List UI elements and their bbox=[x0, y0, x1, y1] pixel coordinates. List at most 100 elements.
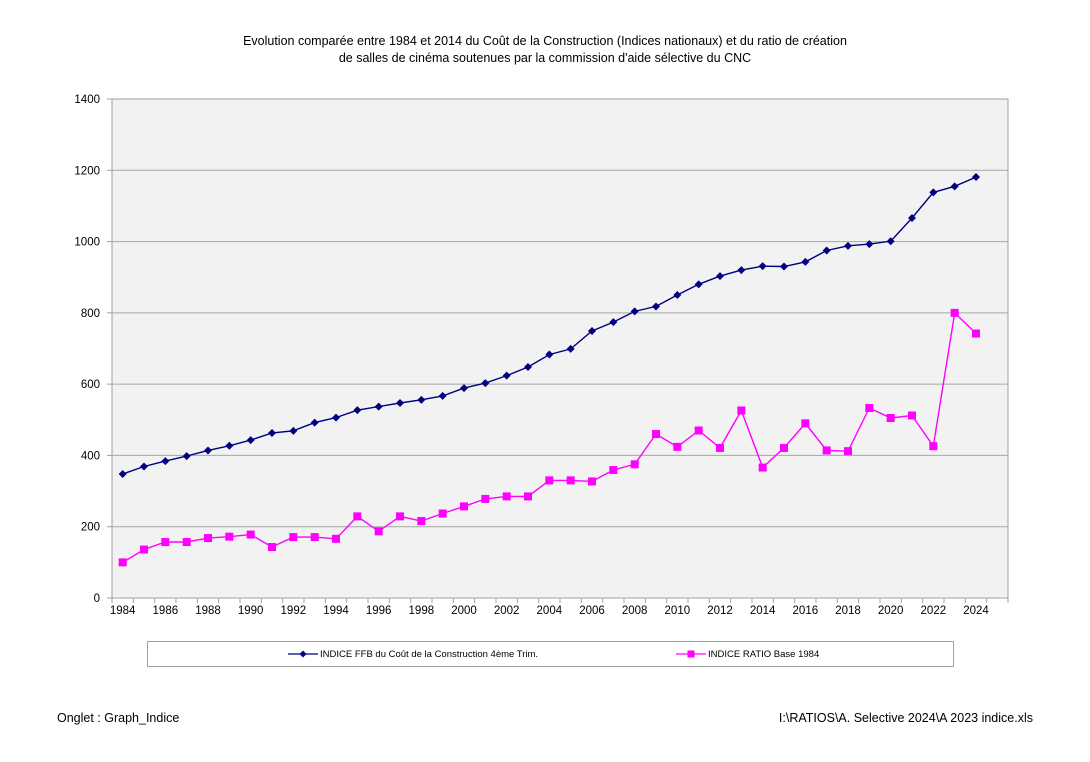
legend-item-ffb: INDICE FFB du Coût de la Construction 4è… bbox=[288, 642, 538, 666]
data-point-diamond bbox=[246, 436, 255, 445]
data-point-diamond bbox=[481, 379, 490, 388]
data-point-square bbox=[737, 406, 746, 415]
data-point-diamond bbox=[844, 241, 852, 250]
x-tick-label: 2008 bbox=[622, 605, 648, 617]
data-point-diamond bbox=[716, 272, 724, 281]
x-axis: 1984 1986 1988 1990 1992 1994 1996 1998 2000 2002… bbox=[110, 597, 1009, 617]
data-point-diamond bbox=[118, 469, 127, 478]
x-tick-label: 2020 bbox=[878, 605, 904, 617]
data-point-square bbox=[140, 545, 148, 554]
x-tick-label: 2014 bbox=[750, 605, 776, 617]
data-point-square bbox=[865, 404, 874, 413]
data-point-square bbox=[694, 426, 703, 435]
data-point-square bbox=[609, 466, 618, 475]
y-tick-label: 400 bbox=[81, 450, 100, 462]
x-tick-label: 2004 bbox=[537, 605, 563, 617]
data-point-square bbox=[310, 533, 319, 542]
data-point-square bbox=[289, 533, 298, 542]
data-point-diamond bbox=[182, 452, 191, 461]
y-axis: 0 200 400 600 800 1000 1200 1400 bbox=[74, 94, 112, 605]
x-tick-label: 1992 bbox=[281, 605, 307, 617]
legend-marker-diamond-icon bbox=[288, 650, 318, 658]
data-point-diamond bbox=[353, 406, 362, 415]
data-point-square bbox=[374, 527, 383, 536]
data-point-diamond bbox=[524, 363, 532, 372]
x-tick-label: 2010 bbox=[665, 605, 691, 617]
data-point-square bbox=[268, 543, 276, 552]
data-point-square bbox=[780, 443, 788, 452]
data-point-diamond bbox=[268, 428, 276, 437]
data-point-square bbox=[545, 476, 554, 485]
data-point-square bbox=[438, 509, 447, 518]
data-point-square bbox=[566, 476, 575, 485]
x-tick-label: 2022 bbox=[921, 605, 947, 617]
y-tick-label: 800 bbox=[81, 308, 100, 320]
data-point-diamond bbox=[929, 188, 938, 197]
legend-label-ratio: INDICE RATIO Base 1984 bbox=[708, 648, 820, 660]
data-point-diamond bbox=[630, 307, 639, 316]
data-point-diamond bbox=[694, 280, 703, 289]
data-point-square bbox=[332, 534, 340, 543]
series-group bbox=[118, 173, 980, 567]
data-point-square bbox=[417, 517, 426, 526]
x-tick-label: 1988 bbox=[195, 605, 221, 617]
x-tick-label: 1990 bbox=[238, 605, 264, 617]
file-path-label: I:\RATIOS\A. Selective 2024\A 2023 indic… bbox=[778, 711, 1033, 725]
chart-title: Evolution comparée entre 1984 et 2014 du… bbox=[0, 33, 1090, 67]
data-point-square bbox=[908, 411, 916, 420]
y-tick-label: 1400 bbox=[74, 94, 100, 106]
plot-area bbox=[111, 98, 1009, 599]
data-point-square bbox=[844, 447, 852, 456]
data-point-diamond bbox=[310, 418, 319, 427]
data-point-diamond bbox=[758, 262, 767, 271]
data-point-diamond bbox=[417, 395, 426, 404]
data-point-square bbox=[396, 512, 404, 521]
data-point-diamond bbox=[652, 302, 660, 311]
y-tick-label: 200 bbox=[81, 522, 100, 534]
data-point-diamond bbox=[865, 240, 874, 249]
data-point-diamond bbox=[438, 391, 447, 400]
chart-title-line-1: Evolution comparée entre 1984 et 2014 du… bbox=[243, 34, 847, 48]
data-point-square bbox=[758, 463, 767, 472]
data-point-square bbox=[481, 494, 490, 503]
data-point-square bbox=[182, 538, 191, 547]
data-point-square bbox=[886, 414, 895, 423]
x-tick-label: 2006 bbox=[579, 605, 605, 617]
data-point-square bbox=[204, 534, 212, 543]
data-point-diamond bbox=[972, 173, 980, 182]
data-point-square bbox=[929, 442, 938, 451]
x-tick-label: 2016 bbox=[793, 605, 819, 617]
x-tick-label: 2000 bbox=[451, 605, 477, 617]
data-point-square bbox=[118, 558, 127, 567]
x-tick-label: 1994 bbox=[323, 605, 349, 617]
data-point-diamond bbox=[289, 426, 298, 435]
gridlines bbox=[112, 169, 1008, 528]
x-tick-label: 2018 bbox=[835, 605, 861, 617]
legend: INDICE FFB du Coût de la Construction 4è… bbox=[147, 641, 954, 667]
data-point-diamond bbox=[204, 446, 212, 455]
x-tick-label: 1984 bbox=[110, 605, 136, 617]
data-point-square bbox=[460, 502, 468, 511]
data-point-diamond bbox=[140, 462, 148, 471]
data-point-square bbox=[801, 419, 810, 428]
data-point-diamond bbox=[332, 413, 340, 422]
legend-item-ratio: INDICE RATIO Base 1984 bbox=[676, 642, 819, 666]
data-point-square bbox=[588, 477, 596, 486]
data-point-square bbox=[630, 460, 639, 469]
data-point-diamond bbox=[545, 350, 554, 359]
data-point-diamond bbox=[588, 327, 596, 336]
data-point-diamond bbox=[737, 266, 746, 275]
data-point-square bbox=[524, 492, 532, 501]
legend-marker-square-icon bbox=[676, 650, 706, 658]
x-tick-label: 1986 bbox=[153, 605, 179, 617]
data-point-diamond bbox=[673, 291, 682, 300]
x-tick-label: 1996 bbox=[366, 605, 392, 617]
legend-label-ffb: INDICE FFB du Coût de la Construction 4è… bbox=[320, 648, 539, 660]
data-point-square bbox=[246, 530, 255, 539]
data-point-diamond bbox=[161, 457, 170, 466]
data-point-square bbox=[502, 492, 511, 501]
data-point-diamond bbox=[886, 237, 895, 246]
y-tick-label: 0 bbox=[94, 593, 100, 605]
data-point-square bbox=[972, 329, 980, 338]
